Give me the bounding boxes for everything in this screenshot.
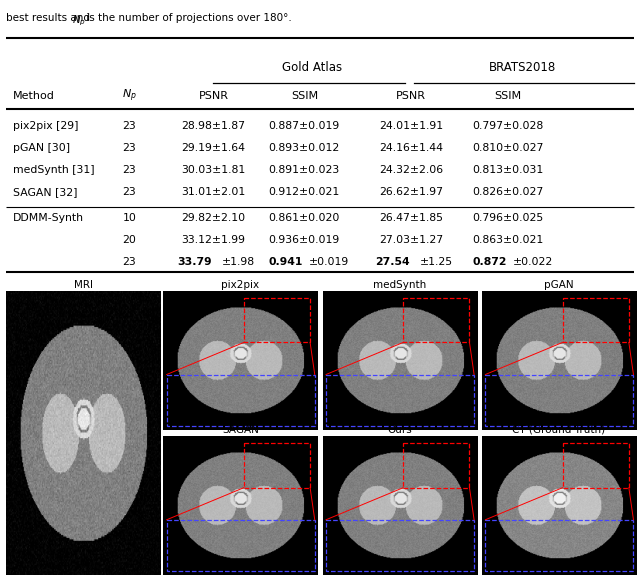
Text: ±1.25: ±1.25: [419, 257, 452, 267]
Text: $N_p$: $N_p$: [122, 88, 138, 104]
Title: pix2pix: pix2pix: [221, 279, 259, 290]
Text: 0.797±0.028: 0.797±0.028: [472, 121, 544, 131]
Text: 0.887±0.019: 0.887±0.019: [269, 121, 340, 131]
Text: PSNR: PSNR: [198, 91, 228, 101]
Title: CT (Ground Truth): CT (Ground Truth): [513, 425, 605, 435]
Text: 28.98±1.87: 28.98±1.87: [181, 121, 245, 131]
Text: 0.941: 0.941: [268, 257, 303, 267]
Text: 23: 23: [122, 166, 136, 175]
Title: medSynth: medSynth: [373, 279, 426, 290]
Title: Ours: Ours: [387, 425, 412, 435]
Text: 33.12±1.99: 33.12±1.99: [181, 235, 245, 245]
Text: 27.03±1.27: 27.03±1.27: [379, 235, 443, 245]
Text: 0.796±0.025: 0.796±0.025: [472, 213, 544, 223]
Text: BRATS2018: BRATS2018: [489, 62, 556, 74]
Text: 0.813±0.031: 0.813±0.031: [472, 166, 544, 175]
Text: 29.19±1.64: 29.19±1.64: [181, 144, 245, 153]
Text: SSIM: SSIM: [495, 91, 522, 101]
Text: Method: Method: [13, 91, 54, 101]
Text: 20: 20: [122, 235, 136, 245]
Text: 0.863±0.021: 0.863±0.021: [472, 235, 544, 245]
Text: SAGAN [32]: SAGAN [32]: [13, 187, 77, 198]
Text: DDMM-Synth: DDMM-Synth: [13, 213, 84, 223]
Text: 23: 23: [122, 187, 136, 198]
Bar: [166, 375, 315, 426]
Bar: [485, 520, 634, 571]
Title: pGAN: pGAN: [544, 279, 574, 290]
Text: SSIM: SSIM: [291, 91, 318, 101]
Bar: [326, 375, 474, 426]
Text: 0.891±0.023: 0.891±0.023: [269, 166, 340, 175]
Text: 30.03±1.81: 30.03±1.81: [181, 166, 246, 175]
Title: SAGAN: SAGAN: [222, 425, 259, 435]
Text: 0.810±0.027: 0.810±0.027: [472, 144, 544, 153]
Text: 0.872: 0.872: [472, 257, 507, 267]
Text: ±1.98: ±1.98: [222, 257, 255, 267]
Text: 0.936±0.019: 0.936±0.019: [269, 235, 340, 245]
Text: 0.826±0.027: 0.826±0.027: [472, 187, 544, 198]
Text: PSNR: PSNR: [396, 91, 426, 101]
Bar: [403, 443, 470, 487]
Text: 24.32±2.06: 24.32±2.06: [379, 166, 443, 175]
Bar: [403, 298, 470, 342]
Bar: [326, 520, 474, 571]
Text: 0.893±0.012: 0.893±0.012: [269, 144, 340, 153]
Text: best results and: best results and: [6, 13, 93, 23]
Text: 33.79: 33.79: [177, 257, 212, 267]
Text: $N_p$: $N_p$: [72, 13, 86, 27]
Text: 0.861±0.020: 0.861±0.020: [269, 213, 340, 223]
Text: pix2pix [29]: pix2pix [29]: [13, 121, 78, 131]
Text: 23: 23: [122, 121, 136, 131]
Bar: [244, 298, 310, 342]
Text: 24.01±1.91: 24.01±1.91: [379, 121, 443, 131]
Bar: [166, 520, 315, 571]
Text: 26.47±1.85: 26.47±1.85: [379, 213, 443, 223]
Text: Gold Atlas: Gold Atlas: [282, 62, 342, 74]
Text: 27.54: 27.54: [375, 257, 410, 267]
Text: 23: 23: [122, 257, 136, 267]
Text: 24.16±1.44: 24.16±1.44: [379, 144, 443, 153]
Text: 29.82±2.10: 29.82±2.10: [181, 213, 245, 223]
Text: ±0.019: ±0.019: [309, 257, 349, 267]
Text: medSynth [31]: medSynth [31]: [13, 166, 94, 175]
Text: 31.01±2.01: 31.01±2.01: [181, 187, 246, 198]
Text: is the number of projections over 180°.: is the number of projections over 180°.: [83, 13, 292, 23]
Bar: [563, 298, 629, 342]
Text: 23: 23: [122, 144, 136, 153]
Text: 26.62±1.97: 26.62±1.97: [379, 187, 443, 198]
Text: ±0.022: ±0.022: [513, 257, 554, 267]
Text: 10: 10: [122, 213, 136, 223]
Text: pGAN [30]: pGAN [30]: [13, 144, 70, 153]
Bar: [485, 375, 634, 426]
Bar: [563, 443, 629, 487]
Title: MRI: MRI: [74, 279, 93, 290]
Text: 0.912±0.021: 0.912±0.021: [269, 187, 340, 198]
Bar: [244, 443, 310, 487]
